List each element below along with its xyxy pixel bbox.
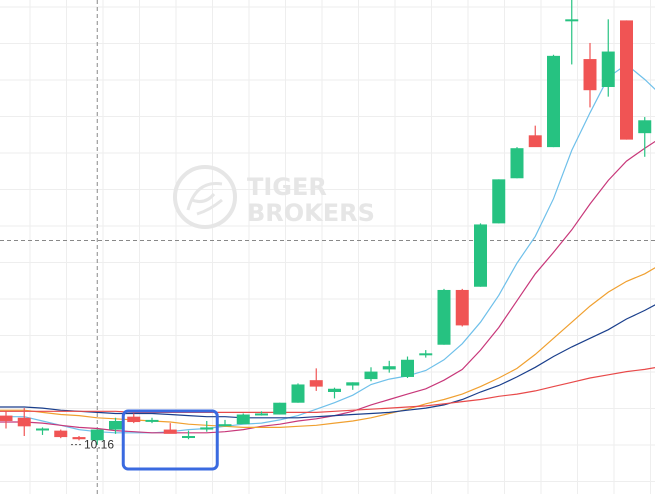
candle-body	[127, 416, 141, 423]
candle[interactable]	[255, 411, 268, 416]
watermark-line-1: TIGER	[247, 173, 327, 201]
candle-body	[547, 55, 560, 148]
candle[interactable]	[291, 383, 305, 403]
candle-body	[236, 414, 250, 425]
candle-body	[492, 179, 506, 224]
candle[interactable]	[17, 408, 31, 437]
candle-body	[346, 382, 360, 386]
candle[interactable]	[346, 382, 360, 390]
candle-body	[200, 427, 214, 430]
candle-body	[109, 420, 122, 430]
candle-body	[455, 289, 469, 326]
candle-body	[638, 120, 652, 134]
candle[interactable]	[638, 117, 652, 157]
candle-body	[401, 359, 414, 377]
candle[interactable]	[401, 356, 414, 379]
candles[interactable]	[0, 0, 655, 445]
candle[interactable]	[547, 54, 560, 148]
candle-body	[437, 289, 451, 345]
candle-body	[583, 59, 597, 91]
candle[interactable]	[236, 413, 250, 425]
low-price-label: 10.16	[84, 438, 114, 452]
moving-average-line-2	[0, 140, 655, 434]
highlight-box	[121, 409, 219, 471]
candle-body	[382, 366, 396, 370]
candle[interactable]	[364, 367, 378, 382]
candle[interactable]	[309, 368, 323, 391]
candle-body	[601, 51, 615, 87]
candle[interactable]	[583, 42, 597, 108]
candle-body	[182, 436, 195, 439]
moving-average-line-4	[0, 304, 655, 419]
candle-body	[510, 148, 524, 179]
candle-body	[218, 424, 232, 427]
candle[interactable]	[54, 429, 68, 439]
candle-body	[273, 402, 287, 415]
candle[interactable]	[90, 429, 104, 445]
candle[interactable]	[437, 288, 451, 345]
candle-body	[54, 430, 68, 438]
candle-body	[90, 429, 104, 441]
candle[interactable]	[36, 427, 49, 435]
candle-body	[255, 413, 268, 416]
annotations: 10.16	[71, 438, 114, 452]
candle[interactable]	[382, 360, 396, 373]
candle-body	[17, 417, 31, 427]
candle[interactable]	[0, 411, 13, 429]
candle-body	[0, 415, 13, 421]
candle-body	[72, 437, 86, 440]
candle-body	[291, 384, 305, 403]
candle[interactable]	[182, 430, 195, 440]
watermark-line-2: BROKERS	[247, 199, 375, 227]
candle[interactable]	[218, 419, 232, 427]
candle[interactable]	[273, 402, 287, 415]
candle[interactable]	[163, 423, 177, 434]
candle[interactable]	[601, 19, 615, 97]
candle-body	[474, 224, 487, 287]
highlight-region	[121, 409, 219, 471]
candle-body	[309, 380, 323, 387]
candle[interactable]	[565, 0, 579, 65]
candle[interactable]	[145, 417, 159, 424]
candle[interactable]	[109, 417, 122, 434]
moving-average-line-3	[0, 267, 655, 428]
candle-body	[145, 419, 159, 422]
candle-body	[36, 428, 49, 431]
candle-body	[163, 429, 177, 434]
candle[interactable]	[474, 223, 487, 287]
candle[interactable]	[328, 387, 341, 399]
candle[interactable]	[200, 420, 214, 432]
candle-body	[565, 19, 579, 22]
candle-body	[419, 353, 433, 356]
candle[interactable]	[620, 20, 633, 140]
candle[interactable]	[72, 436, 86, 441]
candle-body	[528, 135, 542, 148]
moving-average-line-5	[0, 366, 655, 413]
candle-body	[620, 20, 633, 140]
candle-body	[328, 388, 341, 392]
candle[interactable]	[127, 413, 141, 424]
candle[interactable]	[510, 147, 524, 179]
candle[interactable]	[419, 350, 433, 358]
candle[interactable]	[528, 125, 542, 148]
candle-body	[364, 371, 378, 380]
candle[interactable]	[455, 288, 469, 327]
tiger-logo-icon	[173, 165, 237, 229]
watermark: TIGER BROKERS	[173, 165, 375, 229]
candle[interactable]	[492, 179, 506, 224]
